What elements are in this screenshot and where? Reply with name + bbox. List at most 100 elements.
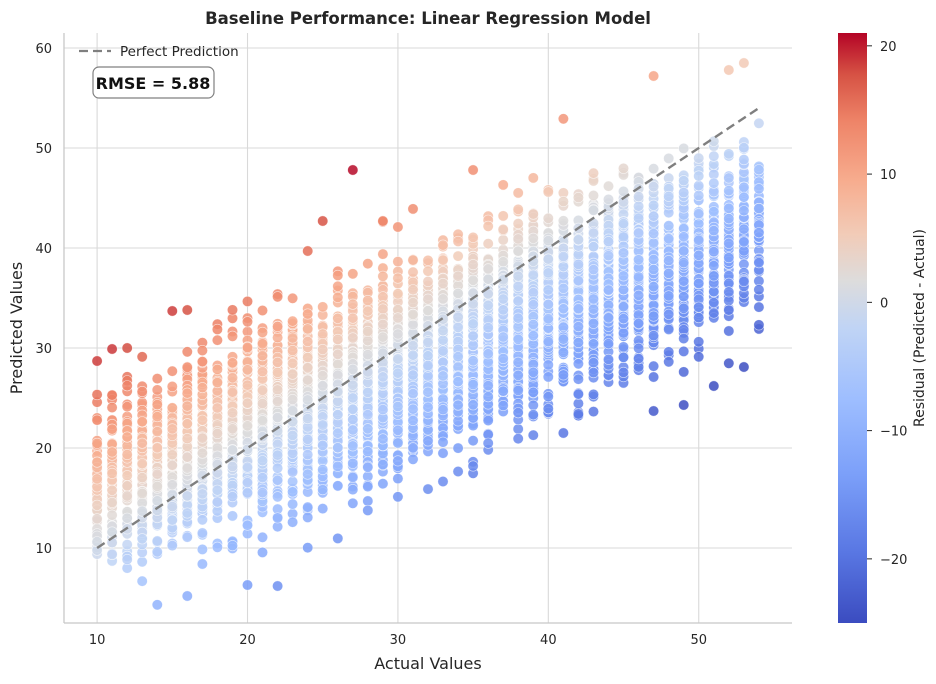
scatter-point [242,487,254,499]
scatter-point [121,553,133,565]
scatter-point [332,532,344,544]
scatter-point [136,416,148,428]
scatter-point [121,431,133,443]
scatter-point [317,439,329,451]
scatter-point [332,480,344,492]
scatter-point [527,409,539,421]
scatter-point [272,320,284,332]
scatter-point [362,446,374,458]
scatter-point [377,248,389,260]
scatter-point [422,265,434,277]
scatter-point [106,401,118,413]
scatter-point [272,474,284,486]
scatter-point [287,332,299,344]
scatter-point [437,436,449,448]
scatter-point [392,221,404,233]
scatter-point [106,389,118,401]
scatter-point [407,349,419,361]
scatter-point [242,397,254,409]
scatter-point [377,404,389,416]
scatter-point [181,400,193,412]
scatter-point [452,287,464,299]
scatter-point [317,301,329,313]
scatter-point [407,442,419,454]
scatter-point [256,472,268,484]
scatter-point [512,233,524,245]
scatter-point [347,298,359,310]
scatter-point [347,471,359,483]
scatter-point [542,403,554,415]
scatter-point [242,519,254,531]
scatter-point [317,343,329,355]
scatter-point [196,527,208,539]
scatter-point [362,409,374,421]
scatter-point [362,325,374,337]
scatter-point [512,245,524,257]
scatter-point [452,235,464,247]
scatter-point [151,599,163,611]
scatter-point [422,293,434,305]
scatter-point [166,423,178,435]
scatter-point [106,423,118,435]
scatter-point [572,192,584,204]
scatter-point [121,380,133,392]
scatter-point [377,433,389,445]
scatter-point [317,463,329,475]
scatter-point [422,336,434,348]
scatter-point [211,541,223,553]
scatter-point [181,433,193,445]
scatter-point [497,210,509,222]
scatter-point [196,414,208,426]
scatter-point [362,294,374,306]
scatter-point [572,373,584,385]
scatter-point [166,449,178,461]
scatter-point [452,250,464,262]
scatter-point [242,477,254,489]
scatter-point [121,490,133,502]
scatter-point [302,433,314,445]
scatter-point [392,455,404,467]
scatter-point [136,458,148,470]
scatter-point [377,458,389,470]
scatter-point [482,299,494,311]
scatter-point [452,465,464,477]
scatter-point [542,313,554,325]
scatter-point [91,355,103,367]
scatter-point [302,323,314,335]
scatter-point [211,334,223,346]
scatter-point [362,495,374,507]
scatter-point [106,496,118,508]
scatter-point [151,426,163,438]
scatter-point [407,203,419,215]
scatter-point [256,366,268,378]
scatter-point [542,359,554,371]
scatter-point [497,385,509,397]
scatter-point [407,284,419,296]
scatter-point [392,353,404,365]
scatter-point [287,357,299,369]
scatter-point [106,509,118,521]
scatter-point [121,512,133,524]
scatter-point [362,349,374,361]
scatter-point [302,449,314,461]
scatter-point [467,259,479,271]
scatter-point [512,295,524,307]
scatter-point [91,414,103,426]
scatter-point [302,335,314,347]
scatter-point [166,479,178,491]
scatter-point [452,311,464,323]
scatter-point [452,321,464,333]
scatter-point [91,499,103,511]
scatter-point [181,346,193,358]
scatter-point [362,423,374,435]
scatter-point [572,336,584,348]
scatter-point [181,361,193,373]
scatter-point [196,432,208,444]
scatter-point [512,384,524,396]
scatter-point [181,462,193,474]
scatter-point [497,399,509,411]
scatter-point [467,330,479,342]
scatter-point [542,371,554,383]
scatter-point [332,427,344,439]
scatter-point [91,437,103,449]
